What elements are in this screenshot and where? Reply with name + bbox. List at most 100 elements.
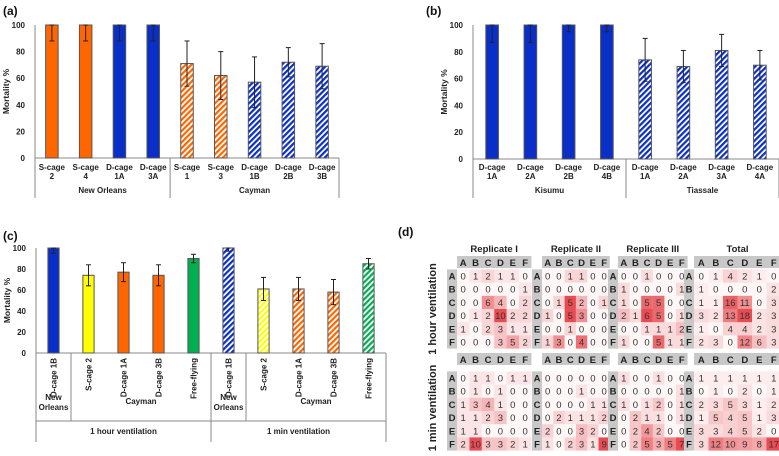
heatmap-cell [629, 295, 642, 309]
panel-label-b: (b) [426, 4, 441, 18]
heatmap-cell [752, 322, 767, 336]
row-header: C [686, 298, 693, 309]
heatmap-cell-value: 0 [728, 285, 733, 296]
supergroup-label: 1 min ventilation [267, 427, 330, 436]
heatmap-cell-value: 1 [633, 311, 638, 322]
heatmap-cell-value: 3 [699, 440, 704, 451]
heatmap-cell-value: 1 [510, 324, 515, 335]
heatmap-cell-value: 0 [523, 272, 528, 283]
heatmap-cell-value: 1 [473, 426, 478, 437]
heatmap-cell-value: 0 [602, 272, 607, 283]
y-axis-title: Mortality % [1, 68, 11, 114]
heatmap-cell-value: 0 [545, 285, 550, 296]
column-header: C [727, 355, 734, 366]
heatmap-cell-value: 0 [523, 387, 528, 398]
heatmap-cell [519, 371, 532, 385]
block-title: Replicate II [551, 244, 601, 255]
heatmap-cell-value: 1 [602, 298, 607, 309]
y-tick-label: 60 [16, 74, 25, 83]
heatmap-cell-value: 1 [644, 272, 649, 283]
heatmap-cell-value: 0 [485, 285, 490, 296]
row-header: A [534, 272, 541, 283]
heatmap-cell [708, 424, 723, 438]
heatmap-cell-value: 0 [568, 400, 573, 411]
bar [82, 274, 95, 354]
heatmap-cell-value: 4 [728, 324, 733, 335]
heatmap-cell [553, 384, 565, 398]
heatmap-cell-value: 0 [510, 426, 515, 437]
heatmap-cell [676, 309, 688, 323]
heatmap-cell [708, 437, 723, 451]
heatmap-cell [587, 322, 599, 336]
heatmap-cell-value: 6 [757, 338, 762, 349]
bar [561, 24, 576, 160]
heatmap-cell [553, 397, 565, 411]
heatmap-cell [752, 424, 767, 438]
heatmap-cell [469, 295, 482, 309]
heatmap-cell [752, 295, 767, 309]
heatmap-cell [587, 424, 599, 438]
heatmap-cell-value: 1 [742, 374, 747, 385]
heatmap-cell [494, 269, 507, 283]
heatmap-cell [519, 309, 532, 323]
heatmap-cell-value: 2 [757, 311, 762, 322]
heatmap-cell [575, 371, 588, 385]
heatmap-cell [542, 384, 554, 398]
heatmap-cell-value: 0 [728, 387, 733, 398]
column-header: F [771, 258, 777, 269]
row-header: C [610, 298, 617, 309]
x-tick-label: D-cage [309, 163, 336, 172]
column-header-bg [542, 256, 610, 268]
heatmap-cell-value: 9 [742, 440, 747, 451]
heatmap-cell-value: 0 [579, 400, 584, 411]
row-header: B [610, 387, 617, 398]
heatmap-cell-value: 2 [699, 400, 704, 411]
heatmap-cell [641, 437, 653, 451]
y-tick-label: 60 [454, 75, 463, 84]
heatmap-cell [708, 411, 723, 425]
heatmap-cell [587, 335, 599, 349]
heatmap-cell-value: 3 [556, 338, 561, 349]
row-header: C [449, 298, 456, 309]
row-header: C [449, 400, 456, 411]
heatmap-cell-value: 0 [728, 338, 733, 349]
heatmap-cell [564, 282, 576, 296]
heatmap-cell-value: 1 [602, 400, 607, 411]
row-header: F [610, 338, 616, 349]
heatmap-cell [752, 384, 767, 398]
column-header: A [620, 355, 627, 366]
y-tick-label: 100 [12, 21, 26, 30]
heatmap-cell-value: 0 [668, 400, 673, 411]
heatmap-cell-value: 0 [461, 311, 466, 322]
heatmap-cell [469, 411, 482, 425]
heatmap-cell [506, 309, 519, 323]
heatmap-cell [494, 384, 507, 398]
row-header: F [686, 440, 692, 451]
row-header: E [686, 426, 692, 437]
column-header: F [679, 355, 685, 366]
x-tick-label: 2B [564, 172, 574, 181]
x-tick-label: 3A [717, 172, 727, 181]
heatmap-cell-value: 10 [470, 440, 481, 451]
heatmap-cell [457, 295, 470, 309]
column-header: F [771, 355, 777, 366]
heatmap-cell [587, 295, 599, 309]
heatmap-cell [553, 322, 565, 336]
heatmap-cell-value: 1 [644, 324, 649, 335]
heatmap-cell [723, 371, 738, 385]
heatmap-cell [469, 322, 482, 336]
column-header: D [655, 258, 662, 269]
heatmap-cell [652, 335, 665, 349]
heatmap-cell [494, 295, 507, 309]
heatmap-cell [618, 437, 630, 451]
x-tick-label: 3 [219, 172, 224, 181]
heatmap-cell [618, 424, 630, 438]
heatmap-cell-value: 2 [523, 311, 528, 322]
column-header: C [727, 258, 734, 269]
heatmap-cell-value: 0 [545, 324, 550, 335]
heatmap-cell-value: 0 [590, 338, 595, 349]
bar [47, 247, 60, 354]
heatmap-cell-value: 0 [621, 324, 626, 335]
heatmap-cell-value: 5 [644, 298, 649, 309]
heatmap-cell-value: 0 [621, 426, 626, 437]
